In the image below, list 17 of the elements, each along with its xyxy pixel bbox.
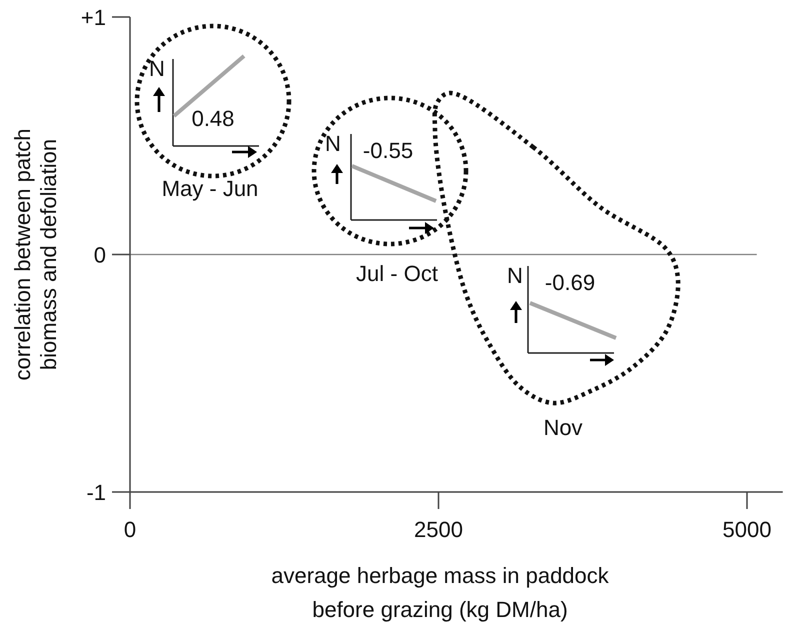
x-tick-label: 0 <box>124 517 136 542</box>
annotation: N <box>149 56 165 81</box>
annotation: 0.48 <box>192 106 234 131</box>
annotation: Nov <box>543 415 583 440</box>
annotation: N <box>325 131 341 156</box>
annotation: -0.55 <box>362 138 414 163</box>
y-tick-label: 0 <box>94 242 106 268</box>
annotation: Jul - Oct <box>356 261 438 286</box>
annotation: -0.69 <box>544 270 596 295</box>
annotation: May - Jun <box>162 176 258 201</box>
x-tick-label: 2500 <box>414 517 463 542</box>
y-tick-label: -1 <box>86 480 106 505</box>
x-axis-title: average herbage mass in paddock before grazing (kg DM/ha) <box>271 563 610 622</box>
x-tick-label: 5000 <box>722 517 772 542</box>
y-axis-title: correlation between patch biomass and defoliation <box>10 128 61 380</box>
y-tick-label: +1 <box>80 5 106 30</box>
annotation: N <box>507 263 523 288</box>
